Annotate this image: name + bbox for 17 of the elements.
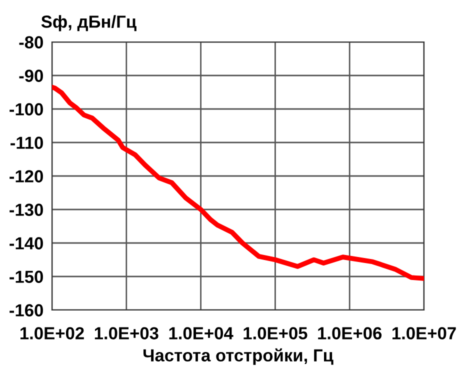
x-tick-label: 1.0E+03 [94,327,158,340]
x-tick-label: 1.0E+05 [244,327,308,340]
x-tick-label: 1.0E+07 [392,327,456,340]
y-tick-label: -80 [19,36,43,48]
x-tick-label: 1.0E+02 [20,327,84,340]
y-tick-label: -150 [10,270,43,283]
y-tick-label: -100 [10,103,43,116]
y-tick-label: -130 [10,204,43,216]
y-tick-label: -120 [10,170,43,182]
x-tick-label: 1.0E+04 [169,327,234,340]
y-axis-title: Sф, дБн/Гц [41,15,136,32]
y-tick-label: -140 [10,237,43,250]
x-axis-title: Частота отстройки, Гц [143,348,334,365]
y-tick-label: -160 [10,304,43,316]
y-tick-label: -110 [10,136,43,149]
x-tick-label: 1.0E+06 [318,327,382,340]
y-tick-label: -90 [19,70,43,82]
